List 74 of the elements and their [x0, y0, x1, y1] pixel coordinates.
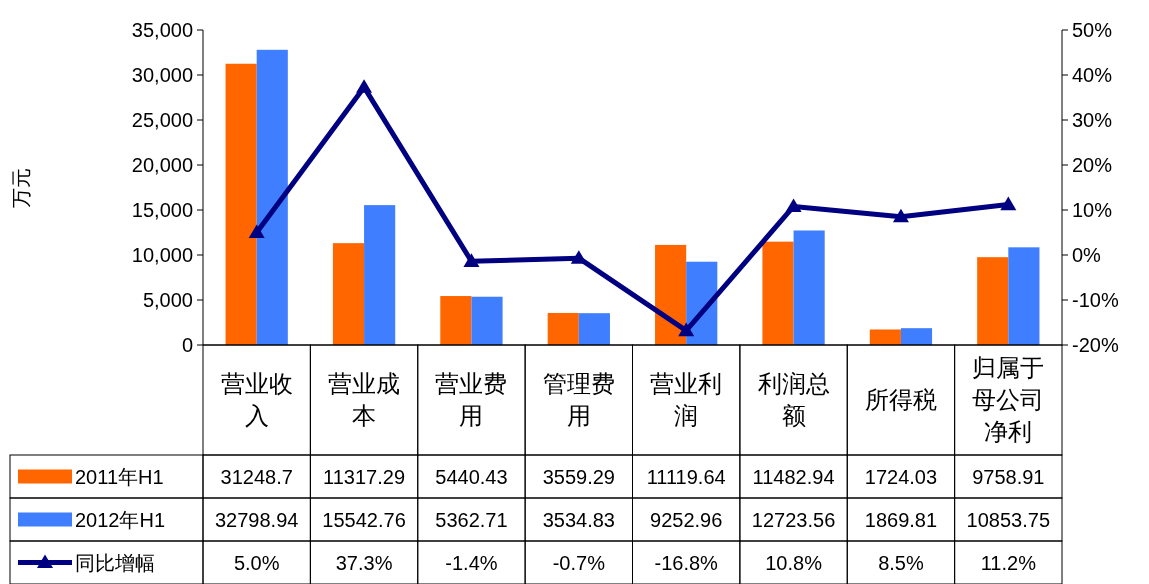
point	[1000, 196, 1017, 211]
point	[678, 322, 695, 337]
y-tick-label: 15,000	[131, 199, 193, 221]
point	[248, 224, 265, 239]
y2-tick-label: 20%	[1072, 154, 1113, 176]
data-label: 32798.94	[214, 508, 299, 531]
bar	[547, 312, 579, 345]
data-label: 1869.81	[864, 508, 938, 531]
bar	[655, 244, 687, 345]
data-label: 8.5%	[878, 551, 924, 574]
bar	[762, 241, 794, 345]
data-label: 5362.71	[435, 508, 508, 531]
data-label: 11119.64	[646, 465, 726, 488]
data-label: 11.2%	[980, 551, 1037, 574]
x-tick-label: 营业收入	[220, 370, 293, 429]
y2-tick-label: 50%	[1072, 19, 1113, 41]
bar	[1008, 247, 1040, 345]
x-tick-label: 营业成本	[328, 370, 401, 429]
bar	[332, 243, 365, 345]
y-tick-label: 0	[181, 334, 193, 356]
data-label: 10853.75	[966, 508, 1051, 531]
y-tick-label: 20,000	[131, 154, 193, 176]
bar	[471, 296, 503, 345]
y-tick-label: 35,000	[131, 19, 193, 41]
bar	[900, 328, 933, 345]
legend-label: 2012年H1	[75, 508, 166, 531]
y2-tick-label: 30%	[1072, 109, 1113, 131]
y2-tick-label: 10%	[1072, 199, 1113, 221]
bar	[793, 230, 825, 345]
data-label: -0.7%	[552, 551, 606, 574]
x-tick-label: 归属于母公司净利	[972, 354, 1045, 445]
data-label: 37.3%	[335, 551, 393, 574]
bar	[977, 257, 1009, 345]
data-label: 3534.83	[542, 508, 615, 531]
data-label: -16.8%	[654, 551, 719, 574]
y2-tick-label: -20%	[1072, 334, 1119, 356]
x-tick-label: 管理费用	[542, 370, 615, 429]
data-label: -1.4%	[445, 551, 498, 574]
point	[785, 198, 802, 212]
data-label: 11482.94	[752, 465, 835, 488]
y-tick-label: 10,000	[131, 244, 193, 266]
y-axis-title: 万元	[10, 167, 32, 208]
bar	[578, 313, 610, 345]
bar	[364, 205, 396, 345]
x-tick-label: 营业费用	[435, 370, 508, 429]
data-label: 11317.29	[323, 465, 406, 488]
y2-tick-label: 0%	[1072, 244, 1102, 266]
data-label: 9252.96	[650, 508, 723, 531]
y-tick-label: 5,000	[142, 289, 193, 311]
bar	[256, 49, 288, 345]
data-label: 9758.91	[972, 465, 1045, 488]
bar	[440, 296, 472, 345]
y-tick-label: 30,000	[131, 64, 193, 86]
legend-label: 2011年H1	[75, 465, 164, 488]
data-label: 5.0%	[233, 551, 280, 574]
bar	[225, 63, 257, 345]
x-tick-label: 利润总额	[757, 370, 830, 429]
data-label: 12723.56	[751, 508, 836, 531]
data-label: 10.8%	[765, 551, 823, 574]
data-label: 15542.76	[322, 508, 406, 531]
x-tick-label: 营业利润	[650, 370, 723, 429]
x-tick-label: 所得税	[864, 386, 937, 413]
legend-label: 同比增幅	[75, 551, 155, 574]
y2-tick-label: 40%	[1072, 64, 1113, 86]
point	[356, 79, 373, 93]
y2-tick-label: -10%	[1072, 289, 1119, 311]
y-tick-label: 25,000	[131, 109, 193, 131]
data-label: 1724.03	[864, 465, 938, 488]
data-label: 31248.7	[220, 465, 293, 488]
bar	[869, 329, 901, 345]
data-label: 3559.29	[542, 465, 615, 488]
point	[892, 208, 909, 223]
point	[463, 253, 480, 267]
data-label: 5440.43	[435, 465, 508, 488]
